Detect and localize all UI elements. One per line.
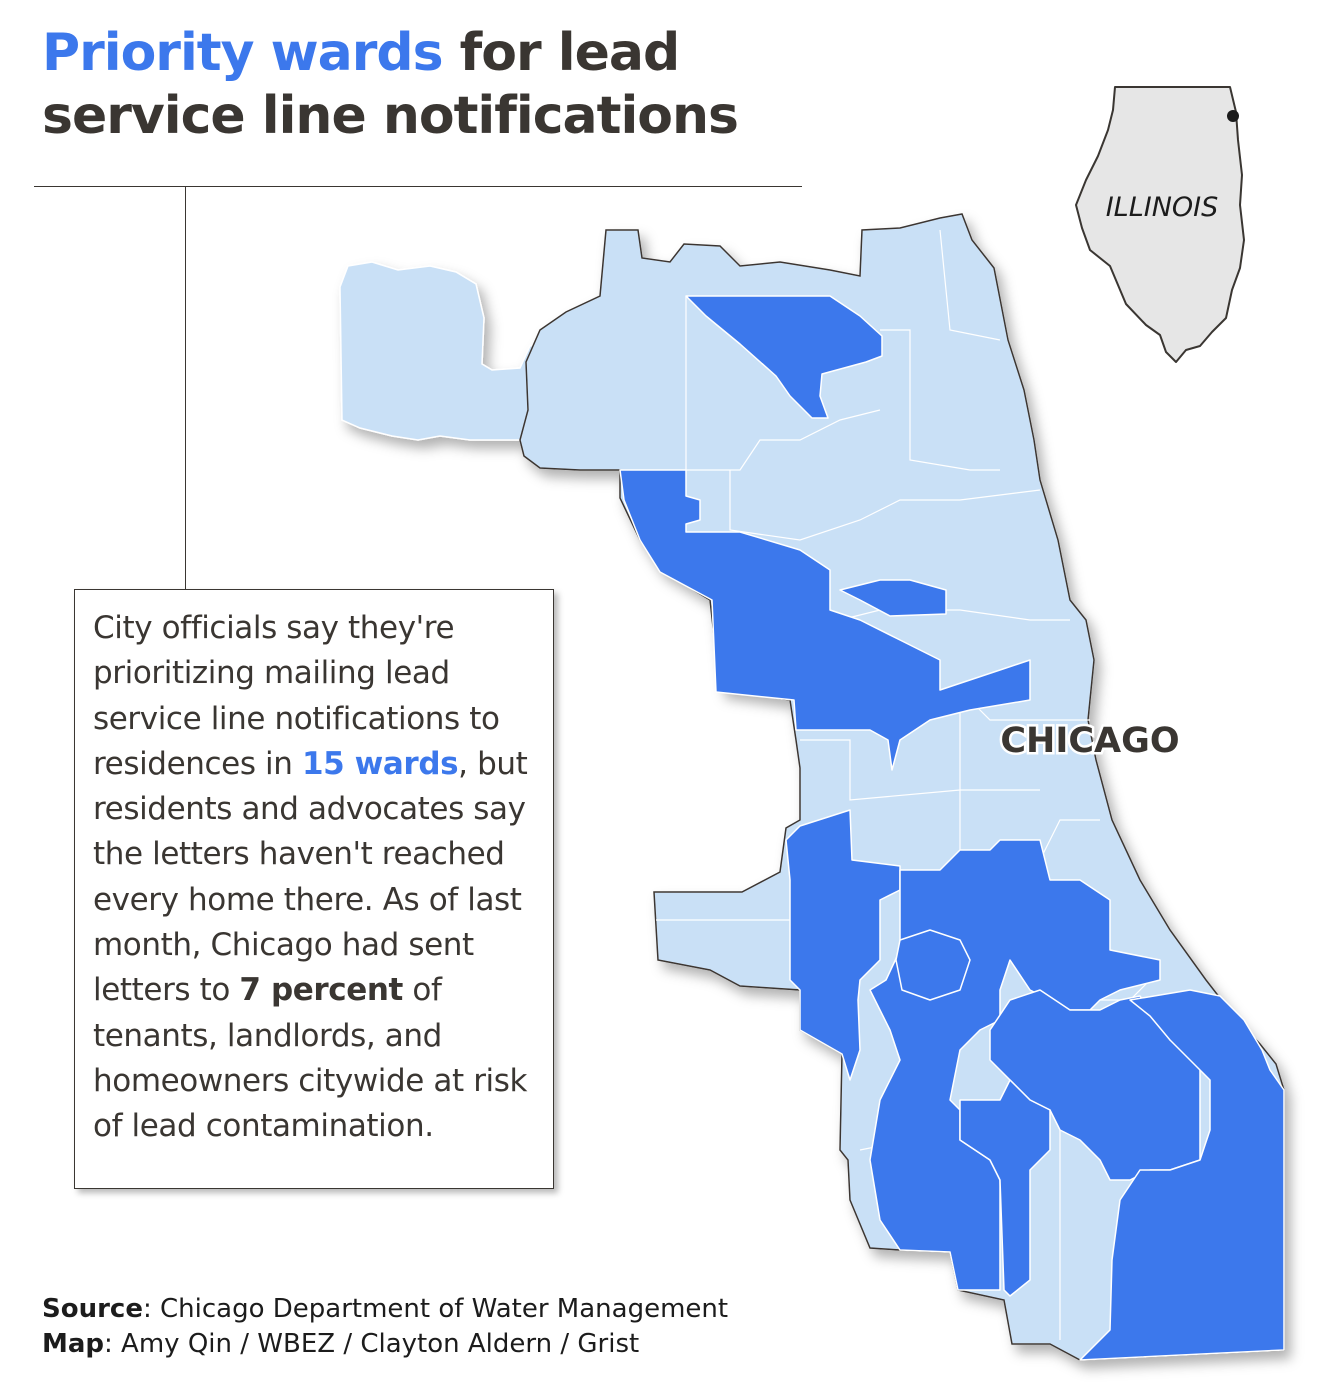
title-line2: service line notifications (42, 86, 739, 146)
ward-boundary-line (839, 609, 1070, 621)
credits: Source: Chicago Department of Water Mana… (42, 1292, 728, 1362)
title-rest: for lead (442, 23, 681, 83)
priority-wards (619, 295, 1285, 1361)
city-outline (519, 213, 1285, 1361)
source-text: : Chicago Department of Water Management (142, 1294, 729, 1324)
map-credit-line: Map: Amy Qin / WBEZ / Clayton Aldern / G… (42, 1327, 728, 1362)
ward-boundary-line (729, 470, 1041, 541)
ward-boundary-line (880, 329, 1000, 471)
source-line: Source: Chicago Department of Water Mana… (42, 1292, 728, 1327)
page-title: Priority wards for lead service line noti… (42, 22, 802, 148)
priority-ward (839, 579, 947, 617)
callout-text-part1: City officials say they're prioritizing … (93, 610, 500, 782)
map-credit-label: Map (42, 1329, 105, 1359)
priority-ward (959, 1079, 1051, 1297)
source-label: Source (42, 1294, 143, 1324)
map-credit-text: : Amy Qin / WBEZ / Clayton Aldern / Gris… (104, 1329, 640, 1359)
illinois-label: ILLINOIS (1106, 192, 1219, 223)
callout-highlight-percent: 7 percent (239, 972, 403, 1009)
title-rule (34, 186, 802, 187)
callout-leader-line (185, 186, 186, 590)
title-highlight: Priority wards (42, 23, 444, 83)
callout-highlight-wards: 15 wards (301, 745, 459, 782)
priority-ward (685, 295, 883, 419)
priority-ward (1079, 989, 1285, 1361)
callout-text-part3: of tenants, landlords, and homeowners ci… (93, 972, 528, 1145)
illinois-inset: ILLINOIS (1075, 86, 1245, 363)
ward-boundary-line (800, 739, 1040, 801)
chicago-location-dot (1227, 110, 1239, 122)
priority-ward (895, 929, 971, 1001)
callout-text-part2: , but residents and advocates say the le… (93, 745, 528, 1009)
priority-ward (619, 469, 1031, 771)
priority-ward (785, 809, 901, 1081)
callout-box: City officials say they're prioritizing … (74, 589, 554, 1189)
city-label: CHICAGO (1000, 721, 1179, 761)
illinois-shape (1075, 86, 1245, 363)
ward-boundary-line (939, 229, 1001, 341)
